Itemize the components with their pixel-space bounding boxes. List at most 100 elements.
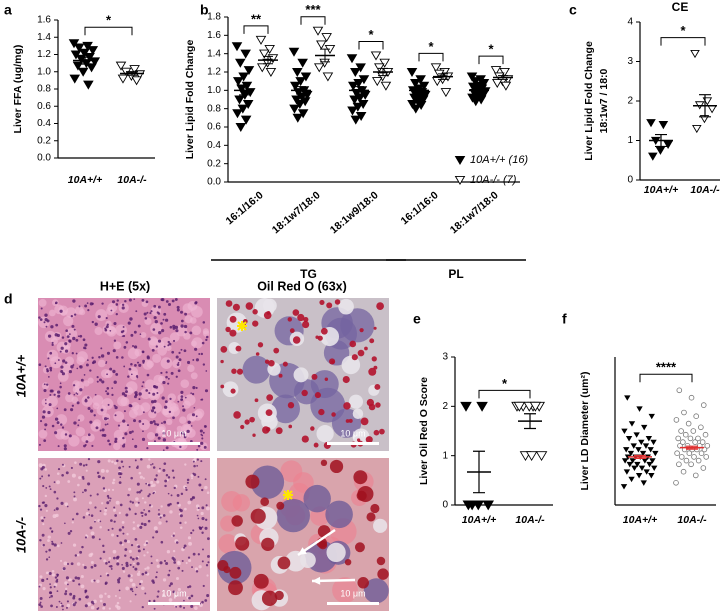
texture: [54, 417, 59, 421]
texture: [54, 333, 58, 337]
texture: [79, 365, 83, 369]
texture: [187, 536, 192, 540]
texture: [84, 604, 88, 608]
texture: [105, 562, 108, 565]
texture: [128, 367, 132, 371]
texture: [68, 435, 80, 447]
texture: [56, 407, 59, 410]
texture: [175, 324, 188, 337]
texture: [101, 502, 104, 505]
texture: [109, 367, 113, 371]
texture: [45, 325, 48, 328]
texture: [102, 476, 105, 480]
texture: [73, 491, 76, 494]
texture: [65, 576, 69, 580]
texture: [179, 526, 183, 529]
texture: [302, 320, 310, 329]
texture: [300, 552, 316, 569]
texture: [146, 373, 150, 377]
data-point: [692, 124, 702, 134]
texture: [66, 562, 70, 565]
texture: [142, 359, 145, 363]
texture: [176, 494, 180, 497]
texture: [46, 368, 49, 371]
texture: [124, 299, 127, 303]
texture: [56, 480, 61, 485]
texture: [200, 460, 203, 463]
texture: [161, 396, 165, 400]
texture: [113, 442, 121, 451]
texture: [50, 604, 53, 608]
texture: [103, 559, 107, 563]
texture: [167, 382, 170, 385]
texture: [220, 359, 224, 364]
texture: [344, 558, 352, 566]
data-point: [623, 447, 630, 453]
texture: [229, 566, 242, 579]
texture: [198, 526, 201, 529]
texture: [203, 445, 207, 449]
texture: [45, 487, 48, 489]
y-tick-label: 0.4: [207, 140, 221, 151]
texture: [193, 406, 196, 409]
texture: [345, 419, 350, 423]
texture: [121, 520, 125, 524]
texture: [88, 553, 93, 558]
data-point: [674, 450, 680, 457]
texture: [76, 367, 79, 370]
texture: [87, 396, 90, 399]
asterisk-marker: [237, 321, 247, 331]
texture: [205, 338, 208, 342]
y-tick-label: 2: [627, 96, 633, 107]
texture: [135, 557, 139, 560]
data-point: [313, 63, 325, 73]
texture: [83, 488, 87, 492]
texture: [55, 580, 59, 583]
texture: [150, 310, 153, 313]
texture: [99, 599, 103, 603]
legend-symbol: [454, 175, 466, 185]
texture: [264, 359, 270, 364]
data-point: [68, 39, 80, 49]
texture: [365, 436, 373, 444]
texture: [108, 607, 111, 610]
texture: [64, 581, 68, 585]
texture: [164, 484, 167, 488]
texture: [153, 374, 164, 385]
error-bar: [699, 94, 711, 118]
significance-label: ***: [305, 2, 321, 17]
texture: [89, 409, 94, 413]
data-point: [242, 100, 254, 110]
texture: [127, 321, 131, 325]
texture: [233, 411, 241, 419]
scale-bar-label: 10 μm: [161, 588, 186, 598]
texture: [157, 345, 167, 356]
texture: [173, 532, 176, 535]
texture: [139, 525, 143, 529]
data-point: [115, 61, 127, 71]
data-point: [407, 100, 418, 110]
texture: [202, 548, 204, 551]
texture: [175, 541, 179, 544]
texture: [185, 561, 188, 565]
texture: [368, 367, 377, 376]
texture: [96, 471, 100, 475]
data-point: [472, 500, 485, 511]
texture: [363, 578, 389, 604]
significance-bracket: [84, 26, 133, 36]
texture: [174, 298, 178, 301]
y-tick-label: 1.0: [207, 85, 221, 96]
texture: [303, 484, 331, 513]
texture: [121, 356, 124, 359]
data-point: [292, 67, 303, 77]
texture: [124, 539, 127, 543]
texture: [115, 312, 118, 316]
texture: [82, 516, 86, 519]
texture: [184, 521, 187, 524]
data-point: [288, 47, 300, 57]
texture: [87, 433, 91, 437]
texture: [357, 349, 365, 357]
texture: [113, 520, 116, 523]
texture: [65, 471, 69, 475]
texture: [172, 558, 176, 562]
